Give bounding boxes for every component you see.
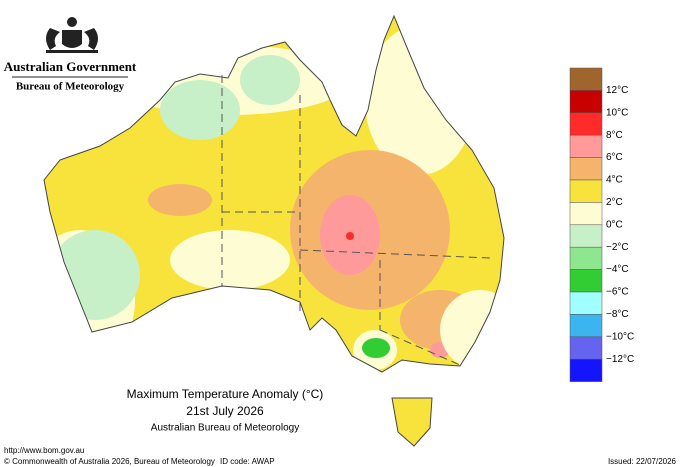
legend-label: −6°C — [606, 287, 629, 298]
legend-swatch — [569, 90, 603, 114]
map-source: Australian Bureau of Meteorology — [151, 423, 299, 434]
legend-swatch — [569, 336, 603, 360]
legend-label: −4°C — [606, 264, 629, 275]
legend-label: 12°C — [606, 85, 628, 96]
government-name: Australian Government — [4, 59, 137, 74]
legend-swatch — [569, 67, 603, 91]
legend-label: −2°C — [606, 242, 629, 253]
footer-url[interactable]: http://www.bom.gov.au — [4, 446, 84, 455]
legend-label: 8°C — [606, 130, 623, 141]
legend-label: 6°C — [606, 152, 623, 163]
coat-of-arms — [46, 17, 98, 53]
legend: 12°C 10°C 8°C 6°C 4°C 2°C 0°C −2°C −4°C −6°C −8°C −… — [569, 67, 634, 382]
map-date: 21st July 2026 — [186, 404, 264, 418]
legend-swatch — [569, 112, 603, 136]
legend-label: −10°C — [606, 331, 634, 342]
footer-copyright: © Commonwealth of Australia 2026, Bureau… — [4, 457, 215, 466]
legend-label: −12°C — [606, 354, 634, 365]
legend-label: −8°C — [606, 309, 629, 320]
footer-id: ID code: AWAP — [220, 457, 275, 466]
legend-swatch — [569, 246, 603, 270]
map-title: Maximum Temperature Anomaly (°C) — [127, 387, 324, 401]
legend-swatch — [569, 224, 603, 248]
legend-label: 4°C — [606, 175, 623, 186]
legend-swatch — [569, 202, 603, 226]
legend-swatch — [569, 358, 603, 382]
footer-issued: Issued: 22/07/2026 — [608, 457, 677, 466]
legend-swatch — [569, 291, 603, 315]
legend-label: 0°C — [606, 219, 623, 230]
state-borders — [221, 75, 491, 366]
agency-name: Bureau of Meteorology — [16, 81, 125, 93]
legend-swatch — [569, 179, 603, 203]
legend-label: 10°C — [606, 107, 628, 118]
legend-swatch — [569, 134, 603, 158]
legend-swatch — [569, 269, 603, 293]
legend-swatch — [569, 314, 603, 338]
legend-swatch — [569, 157, 603, 181]
legend-label: 2°C — [606, 197, 623, 208]
